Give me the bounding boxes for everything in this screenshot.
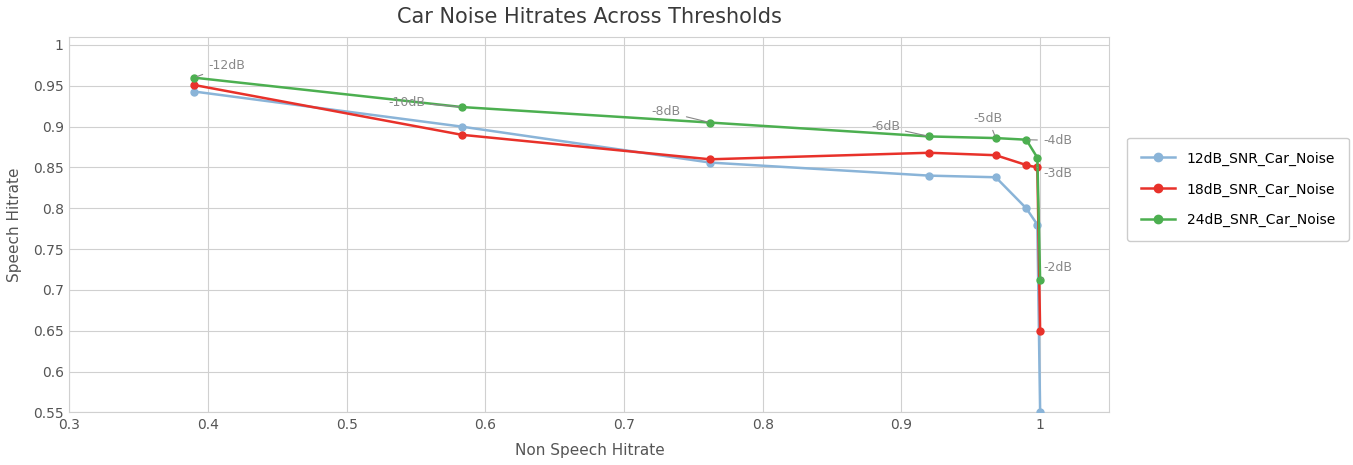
24dB_SNR_Car_Noise — [453, 104, 469, 110]
Line: 12dB_SNR_Car_Noise: 12dB_SNR_Car_Noise — [191, 88, 1043, 415]
24dB_SNR_Car_Noise — [1030, 155, 1046, 160]
18dB_SNR_Car_Noise — [1032, 328, 1049, 333]
24dB_SNR_Car_Noise — [988, 135, 1004, 141]
12dB_SNR_Car_Noise — [702, 160, 718, 166]
Line: 18dB_SNR_Car_Noise: 18dB_SNR_Car_Noise — [191, 81, 1043, 334]
18dB_SNR_Car_Noise — [1030, 165, 1046, 170]
24dB_SNR_Car_Noise — [702, 120, 718, 126]
Text: -10dB: -10dB — [388, 96, 459, 109]
12dB_SNR_Car_Noise — [453, 124, 469, 129]
24dB_SNR_Car_Noise — [187, 75, 203, 80]
Text: -2dB: -2dB — [1042, 260, 1072, 279]
24dB_SNR_Car_Noise — [1019, 137, 1035, 142]
X-axis label: Non Speech Hitrate: Non Speech Hitrate — [514, 443, 664, 458]
Text: -3dB: -3dB — [1038, 166, 1072, 179]
Legend: 12dB_SNR_Car_Noise, 18dB_SNR_Car_Noise, 24dB_SNR_Car_Noise: 12dB_SNR_Car_Noise, 18dB_SNR_Car_Noise, … — [1127, 138, 1349, 241]
18dB_SNR_Car_Noise — [187, 82, 203, 88]
18dB_SNR_Car_Noise — [702, 157, 718, 162]
12dB_SNR_Car_Noise — [187, 89, 203, 94]
18dB_SNR_Car_Noise — [1019, 162, 1035, 168]
12dB_SNR_Car_Noise — [1032, 409, 1049, 414]
Text: -12dB: -12dB — [196, 59, 245, 77]
Text: -4dB: -4dB — [1030, 134, 1072, 147]
Text: -5dB: -5dB — [974, 112, 1003, 135]
18dB_SNR_Car_Noise — [453, 132, 469, 138]
Title: Car Noise Hitrates Across Thresholds: Car Noise Hitrates Across Thresholds — [396, 7, 782, 27]
12dB_SNR_Car_Noise — [988, 174, 1004, 180]
Text: -6dB: -6dB — [871, 120, 927, 136]
Line: 24dB_SNR_Car_Noise: 24dB_SNR_Car_Noise — [191, 74, 1043, 284]
24dB_SNR_Car_Noise — [1032, 277, 1049, 283]
24dB_SNR_Car_Noise — [921, 133, 938, 139]
12dB_SNR_Car_Noise — [1030, 222, 1046, 227]
Text: -8dB: -8dB — [652, 106, 708, 122]
Y-axis label: Speech Hitrate: Speech Hitrate — [7, 167, 22, 282]
12dB_SNR_Car_Noise — [1019, 206, 1035, 211]
18dB_SNR_Car_Noise — [921, 150, 938, 156]
18dB_SNR_Car_Noise — [988, 153, 1004, 158]
12dB_SNR_Car_Noise — [921, 173, 938, 179]
